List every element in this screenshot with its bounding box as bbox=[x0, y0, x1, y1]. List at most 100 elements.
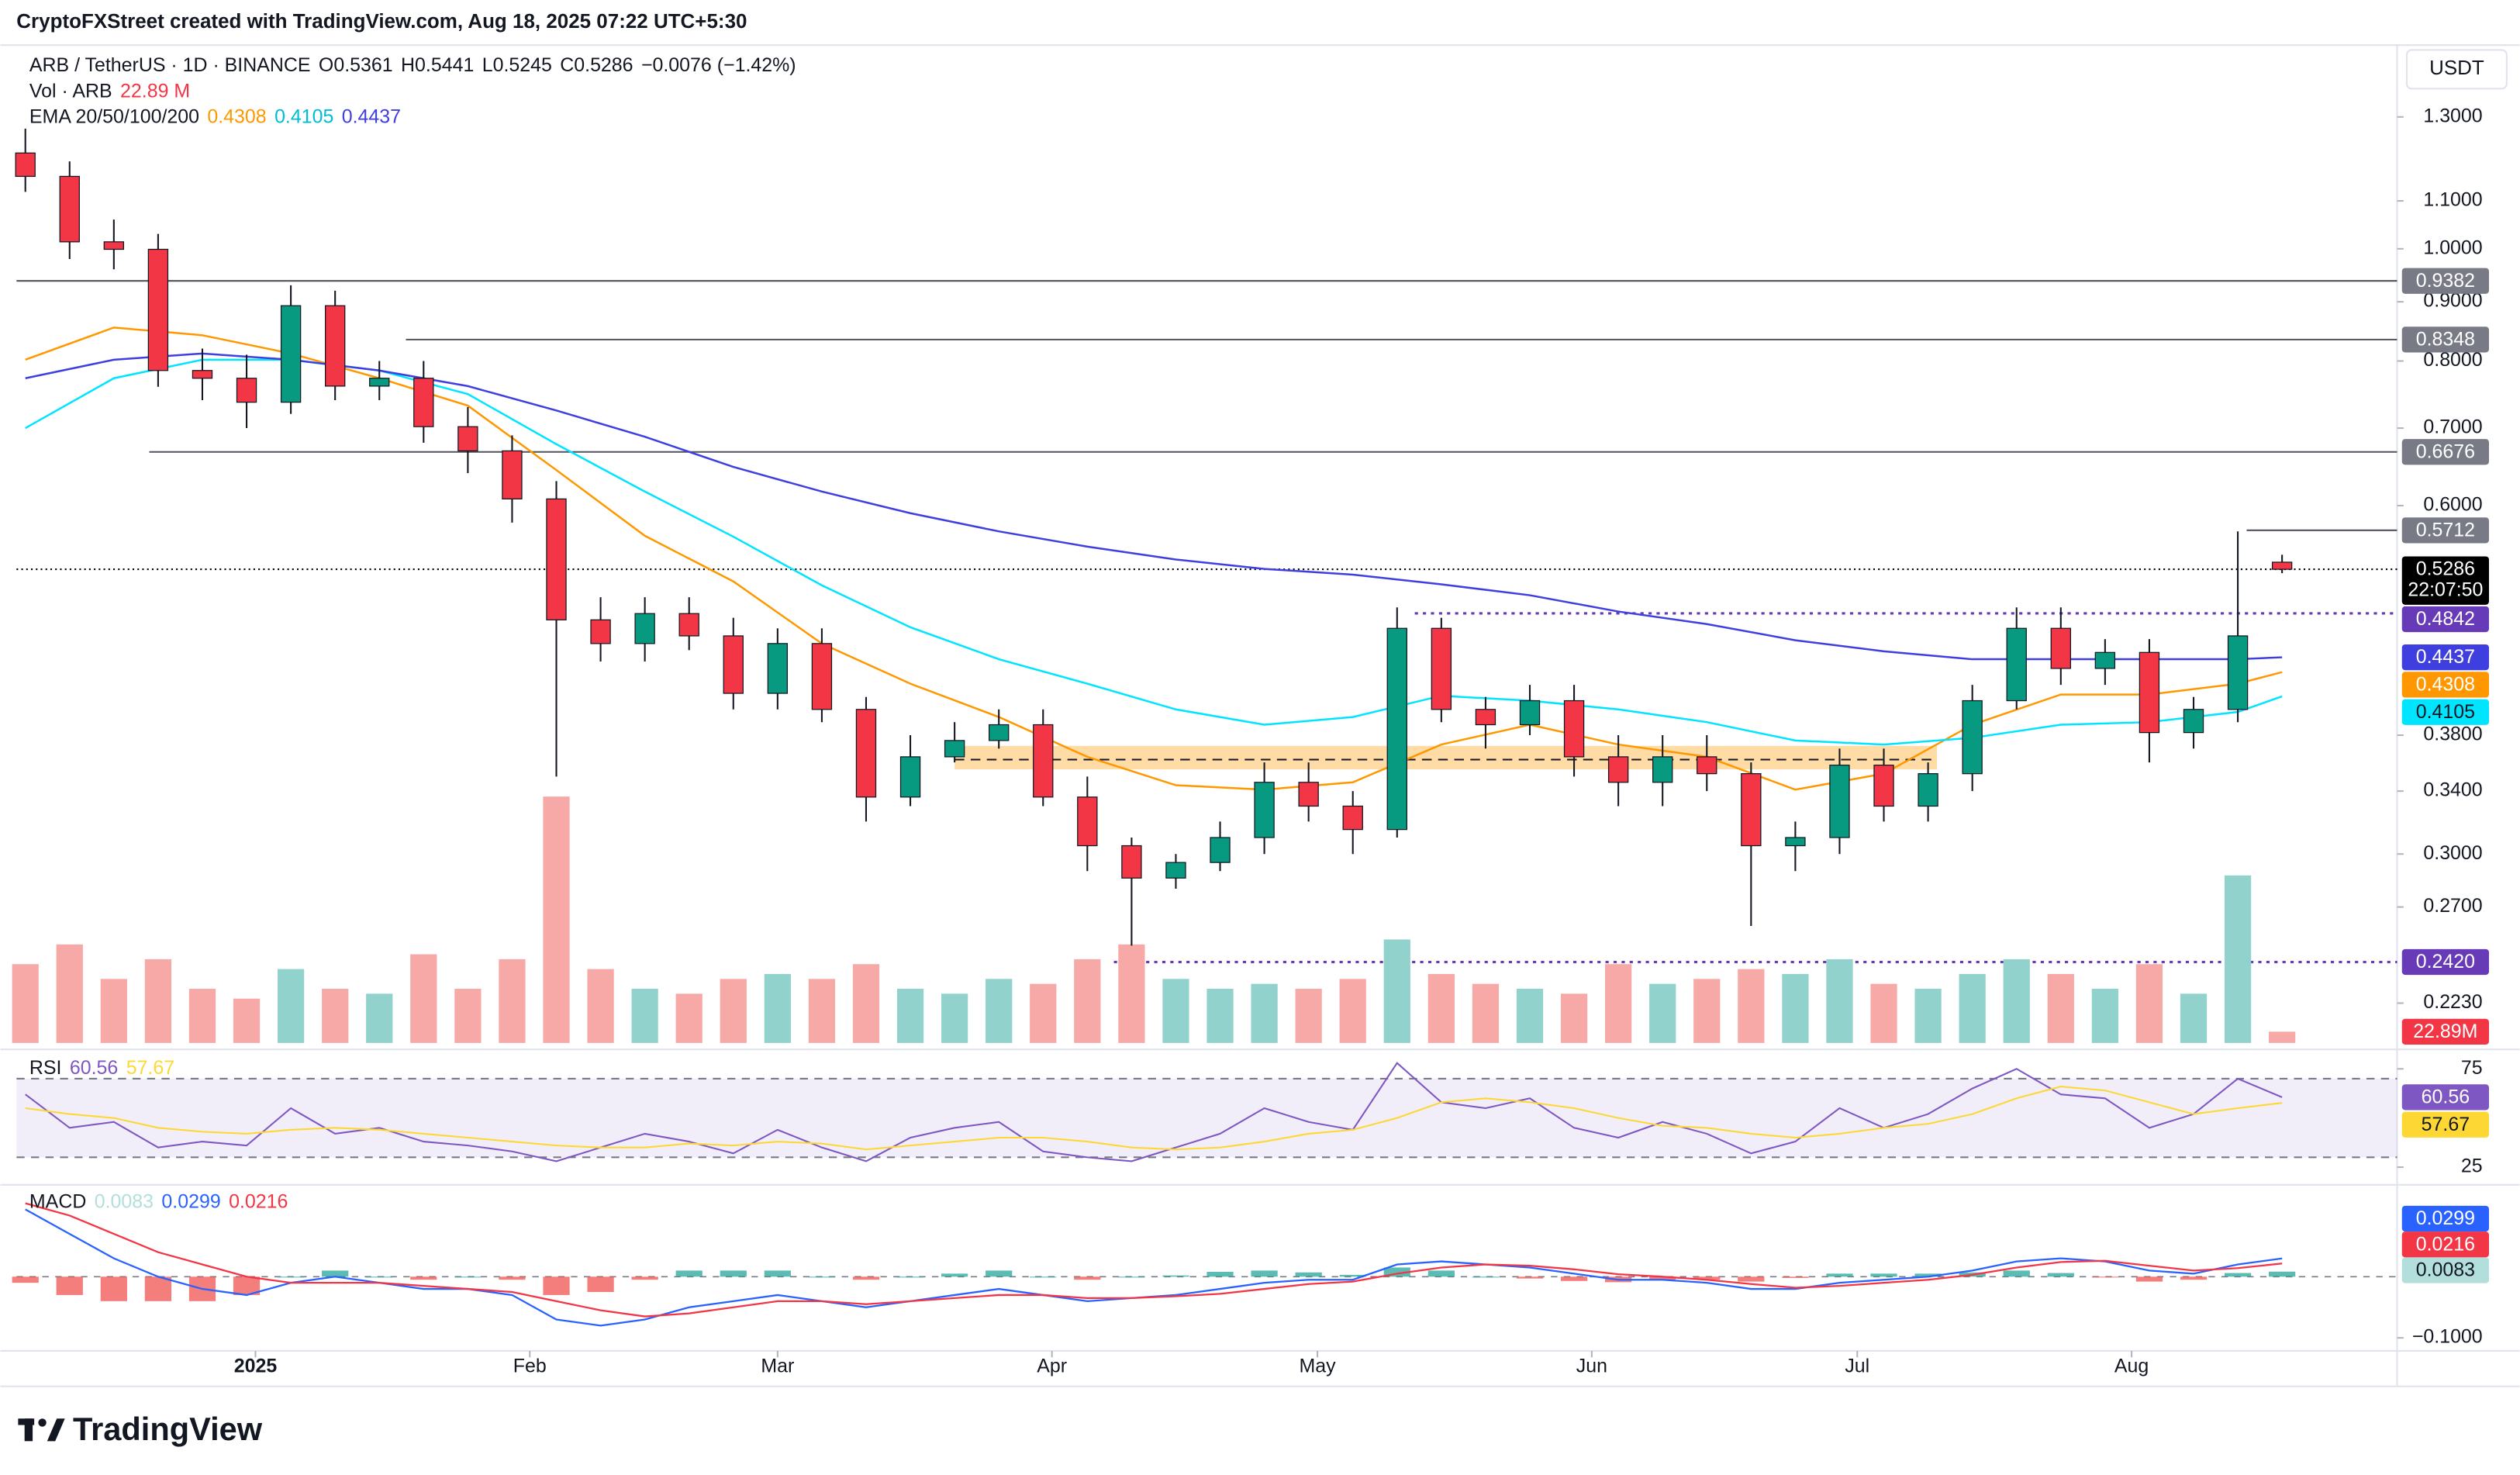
legend-macd-part: 0.0216 bbox=[229, 1190, 288, 1212]
volume-bar bbox=[1516, 989, 1544, 1043]
volume-bar bbox=[1206, 989, 1234, 1043]
x-tick-label: Feb bbox=[513, 1355, 547, 1377]
volume-bar bbox=[1162, 979, 1189, 1043]
legend-macd: MACD 0.0083 0.0299 0.0216 bbox=[29, 1190, 288, 1212]
axis-value-label: 0.4105 bbox=[2416, 701, 2475, 723]
x-tick-label: Aug bbox=[2114, 1355, 2149, 1377]
candle-body bbox=[546, 498, 567, 620]
macd-histogram-bar bbox=[277, 1276, 305, 1278]
y-tick-label: 0.2700 bbox=[2423, 895, 2482, 917]
volume-bar bbox=[1472, 983, 1500, 1043]
volume-bar bbox=[896, 989, 924, 1043]
x-tick-label: May bbox=[1300, 1355, 1337, 1377]
currency: USDT bbox=[2429, 56, 2484, 79]
volume-bar bbox=[12, 964, 39, 1043]
candle-body bbox=[1785, 837, 1806, 847]
legend-main: ARB / TetherUS · 1D · BINANCE O0.5361 H0.5… bbox=[29, 54, 796, 76]
legend-main-part: 0.5361 bbox=[333, 54, 392, 76]
macd-histogram-bar bbox=[1162, 1275, 1189, 1277]
macd-histogram-bar bbox=[2269, 1271, 2296, 1277]
candle-body bbox=[1121, 845, 1142, 879]
volume-bar bbox=[1339, 979, 1366, 1043]
macd-histogram-bar bbox=[499, 1276, 526, 1280]
axis-value-box bbox=[2401, 644, 2489, 671]
legend-main-part: H bbox=[401, 54, 415, 76]
logo-icon bbox=[18, 1418, 65, 1442]
macd-histogram-bar bbox=[1914, 1273, 1942, 1277]
candle-body bbox=[1962, 700, 1983, 775]
candle-body bbox=[280, 305, 302, 403]
volume-bar bbox=[986, 979, 1013, 1043]
macd-histogram-bar bbox=[2091, 1276, 2118, 1278]
volume-bar bbox=[2135, 964, 2163, 1043]
legend-rsi: RSI 60.56 57.67 bbox=[29, 1057, 174, 1079]
macd-histogram-bar bbox=[410, 1276, 437, 1280]
legend-ema: EMA 20/50/100/200 0.4308 0.4105 0.4437 bbox=[29, 105, 401, 127]
volume-bar bbox=[587, 969, 614, 1043]
volume-bar bbox=[764, 973, 791, 1043]
candle-body bbox=[723, 635, 744, 694]
macd-histogram-bar bbox=[1427, 1270, 1455, 1277]
volume-bar bbox=[1959, 973, 1986, 1043]
volume-layer bbox=[12, 796, 2296, 1043]
candle-body bbox=[1652, 756, 1673, 783]
volume-bar bbox=[1251, 983, 1278, 1043]
axis-value-label: 57.67 bbox=[2422, 1114, 2470, 1135]
legend-volume: Vol · ARB 22.89 M bbox=[29, 80, 190, 102]
legend-macd-part: MACD bbox=[29, 1190, 86, 1212]
candle-body bbox=[369, 378, 390, 387]
y-tick-label: 1.3000 bbox=[2423, 105, 2482, 126]
macd-histogram-bar bbox=[56, 1276, 83, 1295]
macd-histogram-bar bbox=[366, 1276, 393, 1278]
macd-histogram-bar bbox=[2003, 1270, 2030, 1277]
legend-rsi-part: RSI bbox=[29, 1057, 62, 1079]
candle-body bbox=[147, 248, 169, 371]
macd-histogram-bar bbox=[1870, 1273, 1897, 1277]
volume-bar bbox=[188, 989, 216, 1043]
candle-body bbox=[1519, 700, 1541, 726]
axis-value-box bbox=[2401, 1205, 2489, 1232]
legend-volume-part: Vol · ARB bbox=[29, 80, 112, 102]
volume-bar bbox=[1074, 959, 1101, 1043]
price-layer bbox=[15, 128, 2293, 946]
macd-histogram-bar bbox=[1339, 1274, 1366, 1277]
volume-bar bbox=[100, 979, 127, 1043]
macd-histogram-bar bbox=[941, 1273, 968, 1277]
legend-ema-part: EMA 20/50/100/200 bbox=[29, 105, 199, 127]
macd-histogram-bar bbox=[1030, 1276, 1057, 1278]
y-tick-label: 0.8000 bbox=[2423, 349, 2482, 371]
volume-bar bbox=[543, 796, 570, 1043]
axis-value-label: 0.5712 bbox=[2416, 519, 2475, 541]
candle-body bbox=[192, 370, 213, 379]
legend-volume-part: 22.89 M bbox=[120, 80, 190, 102]
volume-bar bbox=[1782, 973, 1809, 1043]
candle-body bbox=[15, 152, 36, 178]
axis-value-label: 0.0083 bbox=[2416, 1259, 2475, 1281]
axis-layer: 1.30001.10001.00000.90000.80000.70000.60… bbox=[234, 105, 2489, 1377]
x-tick-label: Apr bbox=[1037, 1355, 1067, 1377]
macd-histogram-bar bbox=[233, 1276, 261, 1295]
axis-value-label: 60.56 bbox=[2422, 1086, 2470, 1108]
legend-ema-part: 0.4308 bbox=[207, 105, 266, 127]
candle-body bbox=[457, 426, 478, 452]
volume-bar bbox=[808, 979, 836, 1043]
axis-value-label: 0.5286 bbox=[2416, 558, 2475, 580]
y-tick-label: 0.2230 bbox=[2423, 991, 2482, 1013]
macd-histogram-bar bbox=[1738, 1276, 1765, 1282]
macd-histogram-bar bbox=[1693, 1276, 1721, 1280]
macd-histogram-bar bbox=[1826, 1273, 1853, 1277]
axis-value-box bbox=[2401, 699, 2489, 725]
rsi-tick-label: 75 bbox=[2461, 1057, 2483, 1079]
candle-body bbox=[1342, 805, 1363, 831]
axis-value-box bbox=[2401, 517, 2489, 544]
rsi-band bbox=[16, 1078, 2397, 1158]
axis-value-label: 22:07:50 bbox=[2408, 579, 2483, 601]
axis-value-label: 0.4308 bbox=[2416, 674, 2475, 696]
macd-histogram-bar bbox=[675, 1270, 702, 1277]
axis-value-box bbox=[2401, 439, 2489, 465]
macd-histogram-bar bbox=[12, 1276, 39, 1283]
x-tick-label: 2025 bbox=[234, 1355, 278, 1377]
volume-bar bbox=[631, 989, 658, 1043]
